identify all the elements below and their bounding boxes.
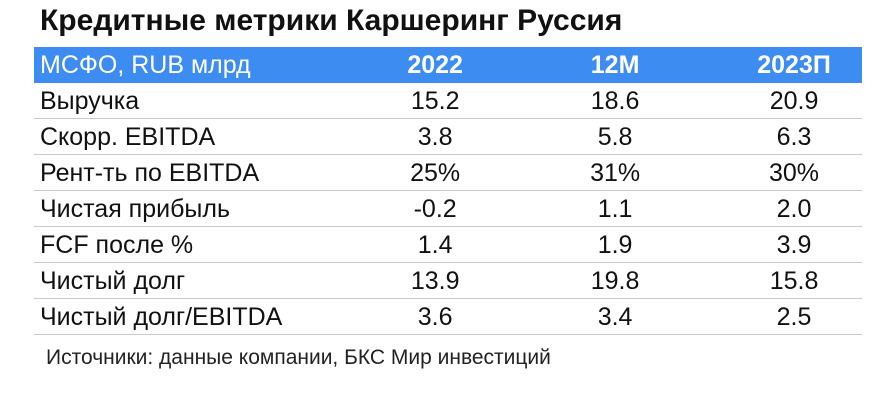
row-value-2023p: 2.0 xyxy=(776,194,812,223)
row-value-2023p: 2.5 xyxy=(776,302,812,331)
row-value-12m: 1.9 xyxy=(597,230,633,259)
row-value-12m: 18.6 xyxy=(590,86,640,115)
row-value-12m: 1.1 xyxy=(597,194,633,223)
header-col-2022: 2022 xyxy=(407,51,463,79)
row-value-2022: 13.9 xyxy=(410,266,460,295)
row-value-2023p: 15.8 xyxy=(769,266,819,295)
row-value-2022: 3.6 xyxy=(417,302,453,331)
row-value-2023p: 20.9 xyxy=(769,86,819,115)
table-row: Рент-ть по EBITDA 25% 31% 30% xyxy=(34,155,862,191)
row-label: Выручка xyxy=(40,86,140,115)
row-value-2022: -0.2 xyxy=(413,194,457,223)
row-value-2023p: 6.3 xyxy=(776,122,812,151)
table-row: Выручка 15.2 18.6 20.9 xyxy=(34,83,862,119)
row-label: Чистый долг/EBITDA xyxy=(40,302,283,331)
row-value-2022: 25% xyxy=(410,158,461,187)
row-label: FCF после % xyxy=(40,230,194,259)
header-label: МСФО, RUB млрд xyxy=(40,51,251,79)
row-value-12m: 5.8 xyxy=(597,122,633,151)
table-header-row: МСФО, RUB млрд 2022 12M 2023П xyxy=(34,47,862,83)
row-label: Чистый долг xyxy=(40,266,186,295)
row-label: Чистая прибыль xyxy=(40,194,230,223)
table-row: Чистый долг 13.9 19.8 15.8 xyxy=(34,263,862,299)
source-note: Источники: данные компании, БКС Мир инве… xyxy=(46,346,551,369)
table-row: Чистая прибыль -0.2 1.1 2.0 xyxy=(34,191,862,227)
row-value-2022: 1.4 xyxy=(417,230,453,259)
header-col-12m: 12M xyxy=(590,51,640,79)
row-label: Рент-ть по EBITDA xyxy=(40,158,260,187)
row-value-2023p: 3.9 xyxy=(776,230,812,259)
table-row: Скорр. EBITDA 3.8 5.8 6.3 xyxy=(34,119,862,155)
header-col-2023p: 2023П xyxy=(757,51,831,79)
page-title: Кредитные метрики Каршеринг Руссия xyxy=(40,4,623,37)
table-row: FCF после % 1.4 1.9 3.9 xyxy=(34,227,862,263)
row-value-12m: 3.4 xyxy=(597,302,633,331)
row-value-12m: 19.8 xyxy=(590,266,640,295)
table-row: Чистый долг/EBITDA 3.6 3.4 2.5 xyxy=(34,299,862,335)
row-value-12m: 31% xyxy=(590,158,641,187)
row-value-2023p: 30% xyxy=(769,158,820,187)
row-value-2022: 15.2 xyxy=(410,86,460,115)
row-label: Скорр. EBITDA xyxy=(40,122,216,151)
row-value-2022: 3.8 xyxy=(417,122,453,151)
credit-metrics-table: МСФО, RUB млрд 2022 12M 2023П Выручка 15… xyxy=(34,47,862,335)
